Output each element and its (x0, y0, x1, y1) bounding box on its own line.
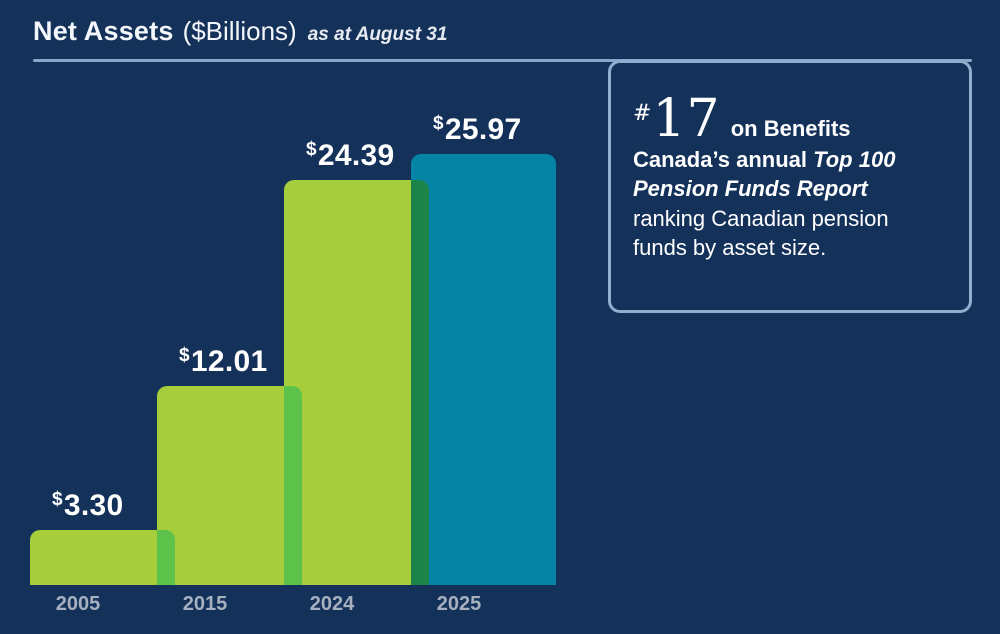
value-label-2024: $24.39 (306, 140, 394, 171)
value-label-2025: $25.97 (433, 114, 521, 145)
bar-2024 (284, 180, 429, 585)
rank-number: 17 (652, 89, 721, 149)
callout-box: #17 on Benefits Canada’s annual Top 100 … (608, 60, 972, 313)
bar-overlap-2005-2015 (157, 530, 175, 585)
value-number: 3.30 (63, 489, 124, 522)
x-label-2005: 2005 (55, 593, 101, 615)
bar-2015 (157, 386, 302, 585)
title-underline (33, 59, 972, 62)
value-number: 12.01 (190, 345, 268, 378)
bar-2005 (30, 530, 175, 585)
currency-symbol: $ (179, 345, 190, 366)
value-number: 24.39 (317, 139, 395, 172)
currency-symbol: $ (433, 113, 444, 134)
chart-title: Net Assets ($Billions) as at August 31 (33, 16, 447, 47)
currency-symbol: $ (306, 139, 317, 160)
bar-overlap-2015-2024 (284, 386, 302, 585)
bar-overlap-2024-2025 (411, 180, 429, 585)
value-label-2005: $3.30 (52, 490, 123, 521)
title-units: ($Billions) (182, 16, 297, 46)
bar-2025 (411, 154, 556, 585)
x-label-2025: 2025 (436, 593, 482, 615)
currency-symbol: $ (52, 489, 63, 510)
rank-hash-symbol: # (633, 101, 652, 126)
x-label-2024: 2024 (309, 593, 355, 615)
callout-segment-regular: ranking Canadian pension funds by asset … (633, 205, 889, 260)
callout-segment-report-title: Top 100 Pension Funds Report (633, 147, 896, 202)
title-main: Net Assets (33, 16, 174, 46)
value-number: 25.97 (444, 113, 522, 146)
value-label-2015: $12.01 (179, 346, 267, 377)
title-note: as at August 31 (307, 24, 448, 45)
x-label-2015: 2015 (182, 593, 228, 615)
callout-segment-bold: on Benefits Canada’s annual (633, 116, 851, 172)
callout-text: #17 on Benefits Canada’s annual Top 100 … (611, 63, 969, 262)
